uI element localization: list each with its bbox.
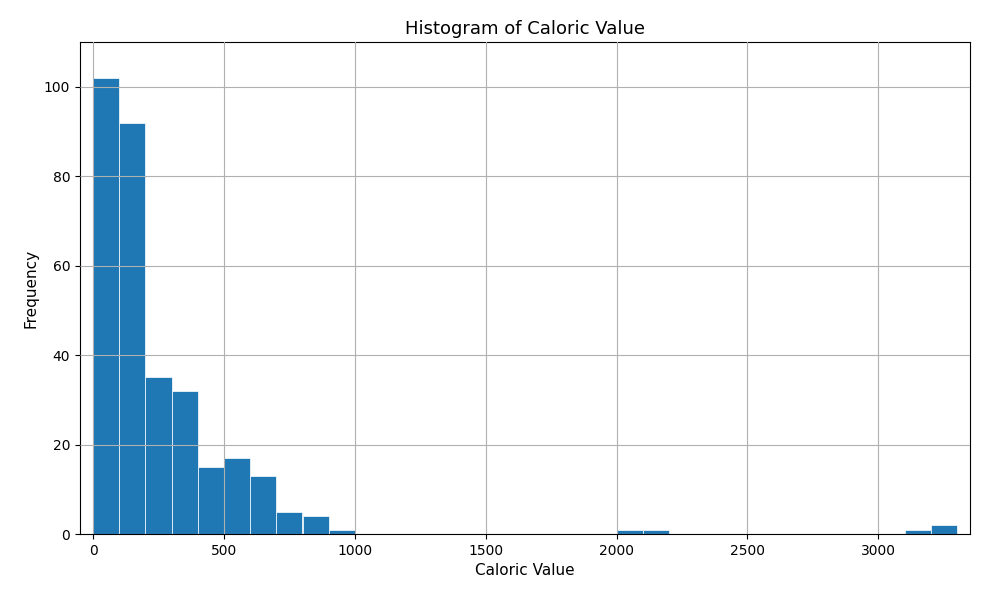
Bar — [198, 467, 224, 534]
Bar — [93, 78, 119, 534]
Bar — [617, 530, 643, 534]
Title: Histogram of Caloric Value: Histogram of Caloric Value — [405, 20, 645, 38]
Bar — [224, 458, 250, 534]
X-axis label: Caloric Value: Caloric Value — [475, 563, 575, 578]
Bar — [119, 122, 145, 534]
Bar — [250, 476, 276, 534]
Bar — [643, 530, 669, 534]
Bar — [931, 525, 957, 534]
Bar — [905, 530, 931, 534]
Bar — [329, 530, 355, 534]
Bar — [276, 512, 302, 534]
Bar — [302, 516, 329, 534]
Y-axis label: Frequency: Frequency — [23, 248, 38, 328]
Bar — [172, 391, 198, 534]
Bar — [145, 377, 172, 534]
